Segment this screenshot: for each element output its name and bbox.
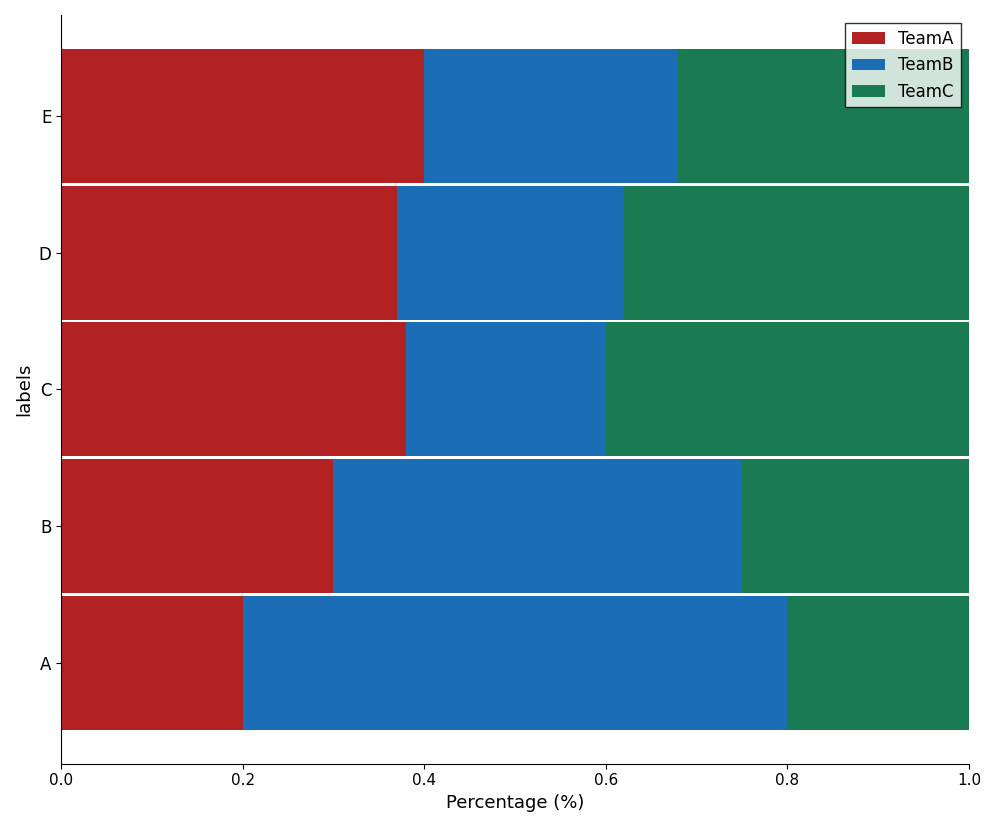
Legend: TeamA, TeamB, TeamC: TeamA, TeamB, TeamC (845, 23, 960, 108)
Bar (61, 595, 243, 729)
Bar (61, 49, 424, 183)
Bar (606, 323, 969, 457)
Bar (788, 595, 969, 729)
Bar (61, 459, 334, 593)
Bar (243, 595, 788, 729)
Bar (623, 186, 969, 320)
X-axis label: Percentage (%): Percentage (%) (446, 794, 585, 812)
Bar (61, 186, 397, 320)
Bar (742, 459, 969, 593)
Bar (334, 459, 742, 593)
Bar (406, 323, 606, 457)
Bar (397, 186, 623, 320)
Bar (61, 323, 406, 457)
Y-axis label: labels: labels (15, 363, 33, 416)
Bar (678, 49, 969, 183)
Bar (424, 49, 678, 183)
